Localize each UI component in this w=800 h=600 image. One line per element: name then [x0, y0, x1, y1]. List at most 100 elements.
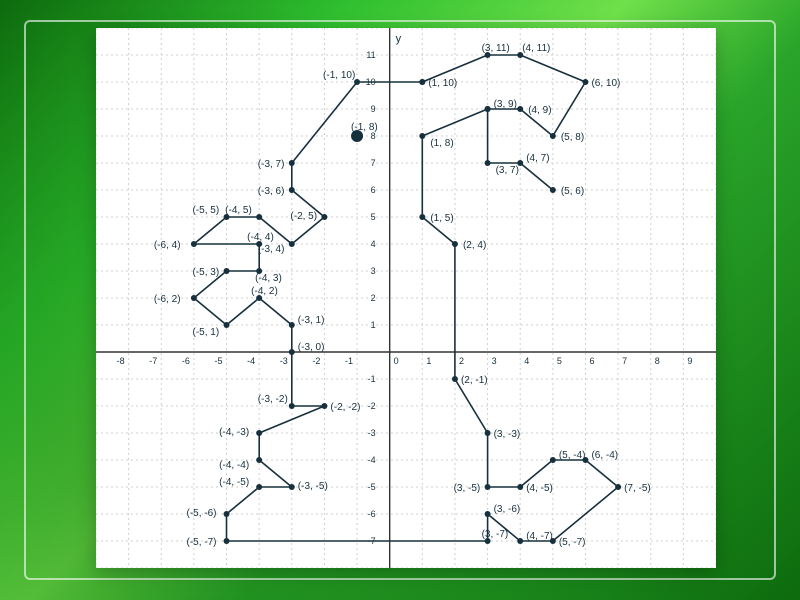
- x-tick-label: 5: [557, 356, 562, 366]
- plot-point: [485, 430, 491, 436]
- point-label: (-4, 4): [247, 232, 274, 243]
- y-axis-label: y: [396, 33, 402, 45]
- plot-point: [256, 430, 262, 436]
- plot-point: [517, 106, 523, 112]
- point-label: (-6, 2): [154, 294, 181, 305]
- point-label: (-4, 2): [251, 286, 278, 297]
- point-label: (-2, 5): [290, 211, 317, 222]
- point-label: (7, -5): [624, 483, 651, 494]
- plot-point: [419, 214, 425, 220]
- plot-point: [452, 241, 458, 247]
- point-label: (-3, 4): [258, 244, 285, 255]
- plot-point: [289, 241, 295, 247]
- coordinate-plot: -9-8-7-6-5-4-3-2-10123456789-7-6-5-4-3-2…: [96, 28, 716, 568]
- plot-point: [224, 268, 230, 274]
- point-label: (6, -4): [591, 450, 618, 461]
- plot-point: [615, 484, 621, 490]
- plot-point: [517, 538, 523, 544]
- x-tick-label: 6: [589, 356, 594, 366]
- plot-point: [289, 349, 295, 355]
- point-label: (-4, 5): [225, 205, 252, 216]
- plot-point: [256, 457, 262, 463]
- point-label: (-3, 7): [258, 159, 285, 170]
- plot-point: [485, 106, 491, 112]
- y-tick-label: 2: [371, 293, 376, 303]
- y-tick-label: -5: [368, 482, 376, 492]
- x-tick-label: -1: [345, 356, 353, 366]
- point-label: (-1, 10): [323, 70, 355, 81]
- point-label: (4, 9): [528, 105, 551, 116]
- plot-point: [191, 241, 197, 247]
- point-label: (-5, 3): [193, 267, 220, 278]
- y-tick-label: 4: [371, 239, 376, 249]
- point-label: (1, 8): [430, 138, 453, 149]
- plot-point: [224, 511, 230, 517]
- point-label: (3, -6): [494, 504, 521, 515]
- point-label: (-3, -2): [258, 394, 288, 405]
- point-label: (-5, -7): [187, 537, 217, 548]
- point-label: (4, 11): [522, 43, 550, 54]
- plot-point: [485, 511, 491, 517]
- plot-point: [321, 214, 327, 220]
- plot-point: [485, 160, 491, 166]
- point-label: (-4, -4): [219, 460, 249, 471]
- x-tick-label: -4: [247, 356, 255, 366]
- point-label: (2, 4): [463, 240, 486, 251]
- x-tick-label: -7: [149, 356, 157, 366]
- point-label: (5, -7): [559, 537, 586, 548]
- y-tick-label: -6: [368, 509, 376, 519]
- plot-point: [485, 484, 491, 490]
- x-tick-label: 4: [524, 356, 529, 366]
- x-tick-label: 0: [394, 356, 399, 366]
- y-tick-label: 9: [371, 104, 376, 114]
- plot-point: [256, 484, 262, 490]
- x-tick-label: 7: [622, 356, 627, 366]
- point-label: (3, -5): [454, 483, 481, 494]
- plot-point: [289, 160, 295, 166]
- point-label: (-4, -5): [219, 477, 249, 488]
- plot-point: [289, 403, 295, 409]
- plot-point: [191, 295, 197, 301]
- x-tick-label: 8: [655, 356, 660, 366]
- plot-point: [550, 133, 556, 139]
- point-label: (-2, -2): [330, 402, 360, 413]
- x-tick-label: -2: [312, 356, 320, 366]
- point-label: (5, 6): [561, 186, 584, 197]
- point-label: (5, -4): [559, 450, 586, 461]
- y-tick-label: 1: [371, 320, 376, 330]
- y-tick-label: 11: [366, 50, 375, 60]
- point-label: (-5, -6): [187, 508, 217, 519]
- point-label: (1, 5): [430, 213, 453, 224]
- plot-point: [419, 79, 425, 85]
- x-tick-label: 3: [492, 356, 497, 366]
- point-label: (2, -1): [461, 375, 488, 386]
- plot-point: [289, 484, 295, 490]
- point-label: (3, 11): [482, 43, 510, 54]
- chart-card: -9-8-7-6-5-4-3-2-10123456789-7-6-5-4-3-2…: [96, 28, 716, 568]
- point-label: (-3, 1): [298, 315, 325, 326]
- point-label: (-3, 6): [258, 186, 285, 197]
- point-label: (3, -7): [482, 529, 509, 540]
- y-tick-label: -4: [368, 455, 376, 465]
- x-tick-label: -5: [215, 356, 223, 366]
- point-label: (-3, 0): [298, 342, 325, 353]
- point-label: (6, 10): [591, 78, 620, 89]
- y-tick-label: -3: [368, 428, 376, 438]
- plot-point: [550, 187, 556, 193]
- point-label: (-4, 3): [255, 273, 282, 284]
- point-label: (4, -5): [526, 483, 553, 494]
- point-label: (3, -3): [494, 429, 521, 440]
- plot-point: [550, 457, 556, 463]
- y-tick-label: 5: [371, 212, 376, 222]
- point-label: (5, 8): [561, 132, 584, 143]
- plot-point: [224, 538, 230, 544]
- x-tick-label: -3: [280, 356, 288, 366]
- x-tick-label: 9: [687, 356, 692, 366]
- x-tick-label: -6: [182, 356, 190, 366]
- point-label: (3, 9): [494, 99, 517, 110]
- plot-point: [419, 133, 425, 139]
- plot-point: [256, 214, 262, 220]
- point-label: (-6, 4): [154, 240, 181, 251]
- point-label: (-5, 5): [193, 205, 220, 216]
- plot-point: [289, 322, 295, 328]
